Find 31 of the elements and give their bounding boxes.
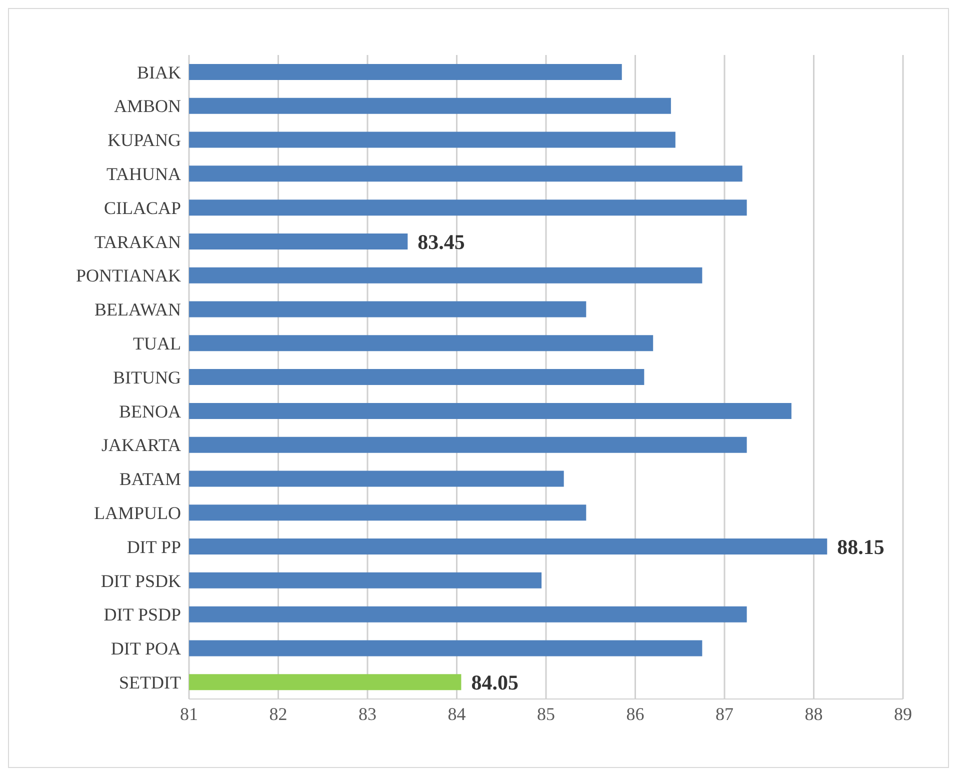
data-label: 83.45 <box>418 230 465 254</box>
y-tick-label: AMBON <box>114 96 181 116</box>
y-tick-label: LAMPULO <box>94 502 181 523</box>
y-tick-label: BIAK <box>137 62 181 82</box>
y-tick-label: SETDIT <box>119 672 181 692</box>
x-tick-label: 89 <box>894 704 912 724</box>
x-tick-label: 84 <box>448 704 466 724</box>
y-tick-label: DIT POA <box>110 638 181 659</box>
y-tick-label: JAKARTA <box>102 435 181 456</box>
y-tick-label: DIT PP <box>126 536 181 557</box>
x-tick-label: 85 <box>537 704 555 724</box>
y-tick-label: PONTIANAK <box>76 266 181 286</box>
x-tick-label: 86 <box>626 704 644 724</box>
y-tick-label: BATAM <box>119 469 181 490</box>
y-tick-label: DIT PSDK <box>100 570 181 591</box>
y-tick-label: TARAKAN <box>94 232 181 252</box>
y-tick-label: BITUNG <box>113 367 181 388</box>
y-tick-label: TUAL <box>133 333 181 354</box>
y-tick-label: KUPANG <box>108 130 181 150</box>
x-tick-label: 88 <box>804 704 823 724</box>
y-tick-label: BELAWAN <box>94 300 181 320</box>
y-tick-label: CILACAP <box>104 198 181 218</box>
x-tick-label: 83 <box>358 704 376 724</box>
y-tick-label: DIT PSDP <box>104 604 181 625</box>
y-tick-label: BENOA <box>119 401 181 422</box>
data-label: 88.15 <box>837 534 884 559</box>
data-label: 84.05 <box>471 670 518 695</box>
x-tick-label: 87 <box>716 704 734 724</box>
x-tick-label: 82 <box>269 704 288 724</box>
y-tick-label: TAHUNA <box>106 164 181 184</box>
x-tick-label: 81 <box>180 704 198 724</box>
